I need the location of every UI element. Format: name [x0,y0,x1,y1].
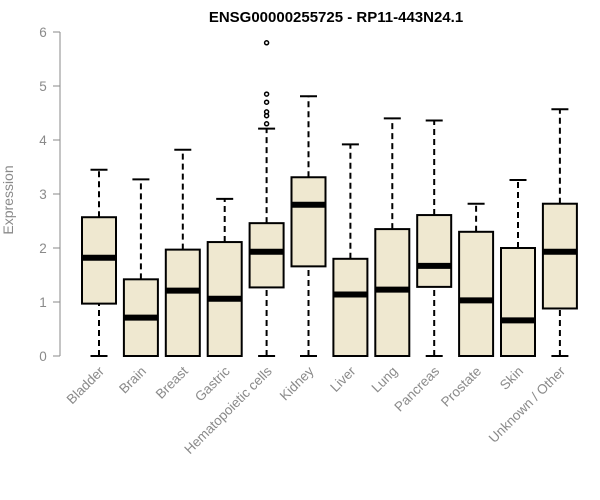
box-liver [332,143,369,357]
box-kidney [290,95,327,357]
box-bladder [81,168,117,357]
box-pancreas [416,119,453,357]
boxes-layer [81,40,578,358]
y-axis: 0 1 2 3 4 5 6 [39,25,61,364]
outlier-point [263,91,270,97]
y-tick-label: 4 [39,133,47,148]
y-tick-label: 6 [39,25,47,40]
y-tick-label: 0 [39,349,47,364]
box-prostate [458,202,495,357]
box-lung [374,117,411,358]
box-brain [122,178,159,358]
x-tick-label: Brain [116,364,149,397]
x-tick-label: Liver [327,363,359,395]
x-tick-label: Bladder [64,363,108,407]
x-tick-label: Lung [369,364,401,396]
x-tick-label: Kidney [277,363,317,403]
box-iqr [416,214,453,288]
box-iqr [332,257,369,357]
box-hematopoietic-cells [248,40,285,357]
x-tick-label: Skin [497,364,526,393]
outlier-point [263,40,270,46]
y-tick-label: 5 [39,79,47,94]
x-tick-label: Gastric [192,363,233,404]
box-iqr [458,230,495,357]
y-axis-label: Expression [0,165,16,234]
x-tick-label: Prostate [438,364,484,410]
outlier-point [263,121,270,127]
outlier-point [263,99,270,105]
chart-title: ENSG00000255725 - RP11-443N24.1 [209,9,463,26]
y-tick-label: 1 [39,295,47,310]
box-gastric [206,197,243,357]
x-tick-label: Breast [153,363,191,401]
y-tick-label: 2 [39,241,47,256]
box-unknown-other [541,108,578,357]
x-tick-label: Unknown / Other [486,363,569,446]
box-iqr [248,222,285,289]
outlier-point [263,109,270,115]
box-iqr [541,202,578,310]
box-breast [164,148,201,357]
y-tick-label: 3 [39,187,47,202]
box-iqr [290,176,327,268]
box-iqr [500,247,536,357]
x-tick-label: Pancreas [391,363,442,414]
box-iqr [164,248,201,357]
box-skin [500,178,536,357]
